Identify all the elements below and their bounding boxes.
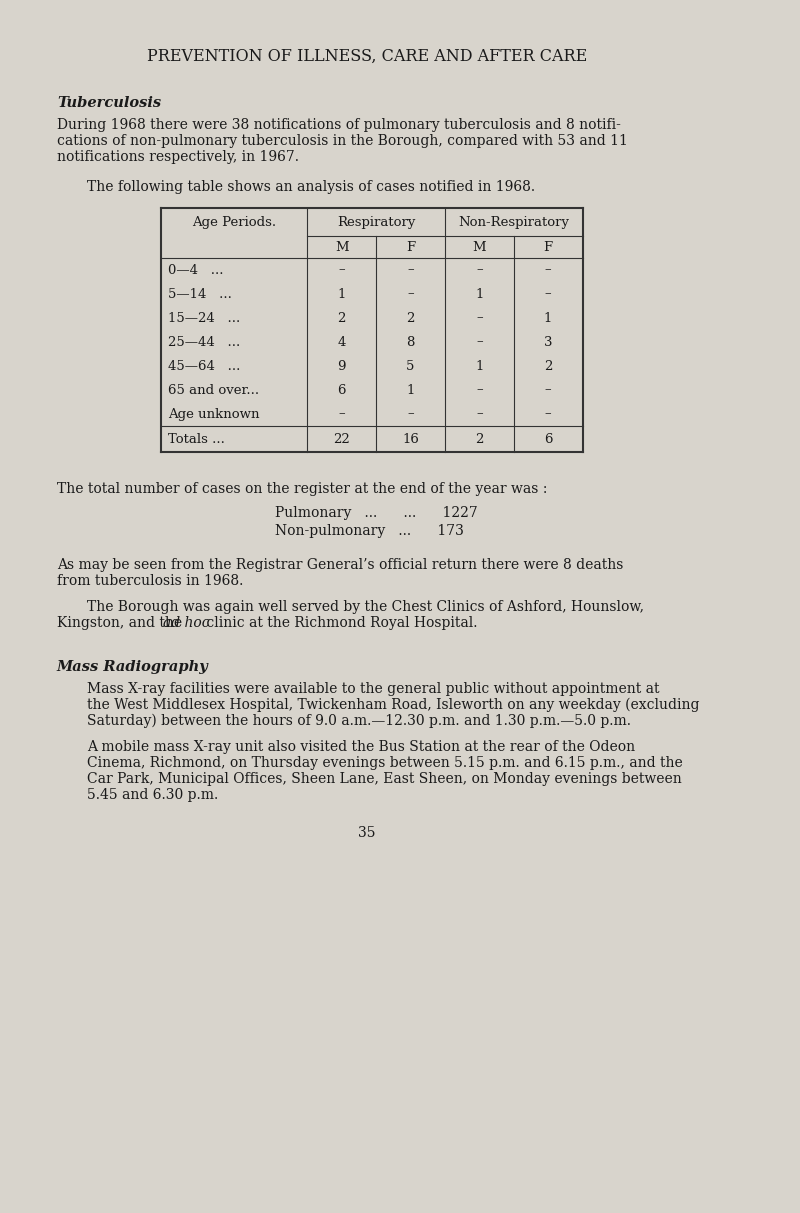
Text: Mass Radiography: Mass Radiography xyxy=(57,660,209,674)
Text: –: – xyxy=(545,408,551,421)
Text: 5—14   ...: 5—14 ... xyxy=(168,287,232,301)
Text: Saturday) between the hours of 9.0 a.m.—12.30 p.m. and 1.30 p.m.—5.0 p.m.: Saturday) between the hours of 9.0 a.m.—… xyxy=(87,714,631,728)
Text: 65 and over...: 65 and over... xyxy=(168,383,259,397)
Text: 6: 6 xyxy=(338,383,346,397)
Text: 16: 16 xyxy=(402,433,419,445)
Text: Mass X-ray facilities were available to the general public without appointment a: Mass X-ray facilities were available to … xyxy=(87,682,660,696)
Text: Pulmonary   ...      ...      1227: Pulmonary ... ... 1227 xyxy=(275,506,478,520)
Text: Respiratory: Respiratory xyxy=(337,216,415,228)
Text: As may be seen from the Registrar General’s official return there were 8 deaths: As may be seen from the Registrar Genera… xyxy=(57,558,623,573)
Text: from tuberculosis in 1968.: from tuberculosis in 1968. xyxy=(57,574,243,588)
Text: F: F xyxy=(543,240,553,254)
Text: Totals ...: Totals ... xyxy=(168,433,225,445)
Text: –: – xyxy=(338,408,345,421)
Text: 1: 1 xyxy=(338,287,346,301)
Text: 8: 8 xyxy=(406,336,414,348)
Text: 5.45 and 6.30 p.m.: 5.45 and 6.30 p.m. xyxy=(87,788,218,802)
Text: F: F xyxy=(406,240,415,254)
Text: –: – xyxy=(476,383,482,397)
Text: The total number of cases on the register at the end of the year was :: The total number of cases on the registe… xyxy=(57,482,547,496)
Text: M: M xyxy=(473,240,486,254)
Text: –: – xyxy=(545,287,551,301)
Text: Age unknown: Age unknown xyxy=(168,408,259,421)
Text: Kingston, and the: Kingston, and the xyxy=(57,616,186,630)
Text: clinic at the Richmond Royal Hospital.: clinic at the Richmond Royal Hospital. xyxy=(202,616,478,630)
Text: 45—64   ...: 45—64 ... xyxy=(168,359,240,372)
Text: 15—24   ...: 15—24 ... xyxy=(168,312,240,325)
Text: PREVENTION OF ILLNESS, CARE AND AFTER CARE: PREVENTION OF ILLNESS, CARE AND AFTER CA… xyxy=(147,49,587,66)
Text: notifications respectively, in 1967.: notifications respectively, in 1967. xyxy=(57,150,299,164)
Text: 9: 9 xyxy=(338,359,346,372)
Text: 6: 6 xyxy=(544,433,552,445)
Text: The Borough was again well served by the Chest Clinics of Ashford, Hounslow,: The Borough was again well served by the… xyxy=(87,600,644,614)
Text: Car Park, Municipal Offices, Sheen Lane, East Sheen, on Monday evenings between: Car Park, Municipal Offices, Sheen Lane,… xyxy=(87,771,682,786)
Text: –: – xyxy=(407,263,414,277)
Text: During 1968 there were 38 notifications of pulmonary tuberculosis and 8 notifi-: During 1968 there were 38 notifications … xyxy=(57,118,621,132)
Text: 25—44   ...: 25—44 ... xyxy=(168,336,240,348)
Text: 5: 5 xyxy=(406,359,414,372)
Text: 2: 2 xyxy=(475,433,483,445)
Text: A mobile mass X-ray unit also visited the Bus Station at the rear of the Odeon: A mobile mass X-ray unit also visited th… xyxy=(87,740,635,754)
Text: –: – xyxy=(476,336,482,348)
Text: 2: 2 xyxy=(338,312,346,325)
Text: 1: 1 xyxy=(544,312,552,325)
Text: Kingston, and the: Kingston, and the xyxy=(57,616,186,630)
Text: –: – xyxy=(476,408,482,421)
Text: M: M xyxy=(335,240,349,254)
Text: 4: 4 xyxy=(338,336,346,348)
Text: Non-Respiratory: Non-Respiratory xyxy=(458,216,570,228)
Text: –: – xyxy=(476,263,482,277)
Text: 1: 1 xyxy=(406,383,414,397)
Text: 2: 2 xyxy=(544,359,552,372)
Text: cations of non-pulmonary tuberculosis in the Borough, compared with 53 and 11: cations of non-pulmonary tuberculosis in… xyxy=(57,133,628,148)
Text: The following table shows an analysis of cases notified in 1968.: The following table shows an analysis of… xyxy=(87,180,535,194)
Text: ad hoc: ad hoc xyxy=(163,616,210,630)
Text: 22: 22 xyxy=(334,433,350,445)
Text: –: – xyxy=(545,263,551,277)
Text: the West Middlesex Hospital, Twickenham Road, Isleworth on any weekday (excludin: the West Middlesex Hospital, Twickenham … xyxy=(87,697,700,712)
Text: –: – xyxy=(545,383,551,397)
Text: –: – xyxy=(407,287,414,301)
Text: 1: 1 xyxy=(475,359,483,372)
Text: –: – xyxy=(338,263,345,277)
Text: –: – xyxy=(407,408,414,421)
Text: 1: 1 xyxy=(475,287,483,301)
Text: 3: 3 xyxy=(544,336,552,348)
Text: Non-pulmonary   ...      173: Non-pulmonary ... 173 xyxy=(275,524,464,539)
Text: Tuberculosis: Tuberculosis xyxy=(57,96,161,110)
Text: 0—4   ...: 0—4 ... xyxy=(168,263,223,277)
Text: –: – xyxy=(476,312,482,325)
Text: Cinema, Richmond, on Thursday evenings between 5.15 p.m. and 6.15 p.m., and the: Cinema, Richmond, on Thursday evenings b… xyxy=(87,756,683,770)
Text: Age Periods.: Age Periods. xyxy=(192,216,276,228)
Text: 35: 35 xyxy=(358,826,376,839)
Text: 2: 2 xyxy=(406,312,414,325)
